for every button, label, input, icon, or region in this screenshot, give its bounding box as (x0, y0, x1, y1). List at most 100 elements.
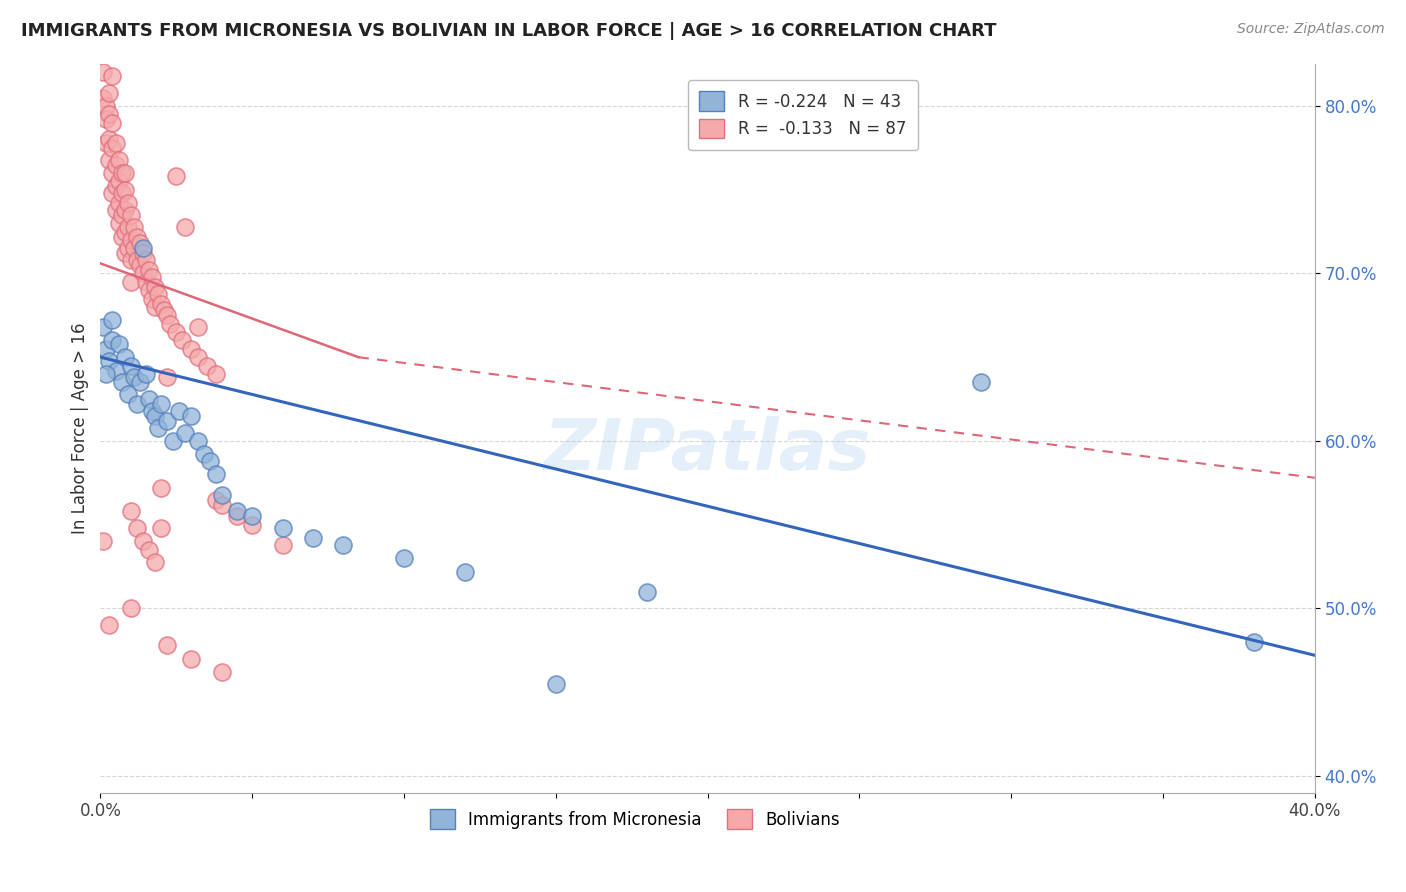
Point (110, 166, 132, 180)
Point (180, 342, 202, 356)
Point (162, 434, 184, 448)
Point (107, 216, 129, 230)
Point (204, 367, 226, 381)
Point (150, 397, 173, 411)
Point (120, 275, 142, 289)
Point (180, 651, 202, 665)
Point (240, 517, 263, 532)
Point (159, 317, 181, 331)
Point (96, 367, 118, 381)
Point (165, 325, 187, 339)
Point (174, 425, 197, 440)
Point (101, 334, 124, 348)
Point (138, 542, 160, 557)
Point (110, 186, 132, 200)
Point (110, 376, 132, 390)
Point (186, 320, 208, 334)
Point (117, 196, 139, 211)
Point (120, 601, 142, 615)
Point (135, 253, 157, 268)
Point (114, 202, 136, 217)
Point (114, 225, 136, 239)
Point (544, 677, 567, 691)
Point (392, 551, 415, 566)
Point (120, 233, 142, 247)
Point (104, 202, 127, 217)
Point (96, 112, 118, 127)
Y-axis label: In Labor Force | Age > 16: In Labor Force | Age > 16 (72, 323, 89, 534)
Point (211, 498, 233, 512)
Point (132, 267, 155, 281)
Point (169, 404, 191, 418)
Point (98, 86, 121, 100)
Point (174, 219, 197, 234)
Point (204, 467, 226, 482)
Point (93, 534, 115, 549)
Point (226, 509, 249, 524)
Point (138, 392, 160, 406)
Point (107, 196, 129, 211)
Point (110, 229, 132, 244)
Point (101, 116, 124, 130)
Point (180, 409, 202, 423)
Point (141, 269, 163, 284)
Point (117, 219, 139, 234)
Point (211, 665, 233, 679)
Point (141, 292, 163, 306)
Point (135, 275, 157, 289)
Point (302, 531, 325, 545)
Point (122, 370, 145, 384)
Point (98, 618, 121, 632)
Point (198, 454, 221, 468)
Point (226, 504, 249, 518)
Point (101, 166, 124, 180)
Point (150, 481, 173, 495)
Point (93, 90, 115, 104)
Point (165, 169, 187, 184)
Point (125, 397, 148, 411)
Point (141, 404, 163, 418)
Legend: Immigrants from Micronesia, Bolivians: Immigrants from Micronesia, Bolivians (423, 803, 846, 835)
Point (96, 136, 118, 150)
Point (120, 208, 142, 222)
Point (636, 584, 658, 599)
Point (156, 638, 179, 652)
Point (143, 409, 166, 423)
Point (104, 136, 127, 150)
Point (98, 132, 121, 146)
Point (156, 370, 179, 384)
Point (211, 487, 233, 501)
Point (93, 320, 115, 334)
Point (107, 174, 129, 188)
Point (240, 509, 263, 524)
Point (195, 359, 218, 373)
Point (146, 286, 169, 301)
Point (122, 241, 145, 255)
Point (186, 350, 208, 364)
Point (125, 521, 148, 535)
Point (150, 296, 173, 310)
Point (104, 157, 127, 171)
Point (172, 334, 194, 348)
Point (1243, 635, 1265, 649)
Point (132, 534, 155, 549)
Point (98, 107, 121, 121)
Point (143, 280, 166, 294)
Point (110, 208, 132, 222)
Point (96, 342, 118, 356)
Point (114, 166, 136, 180)
Point (146, 420, 169, 434)
Point (107, 153, 129, 167)
Point (101, 186, 124, 200)
Point (150, 521, 173, 535)
Point (135, 367, 157, 381)
Point (104, 179, 127, 194)
Point (104, 363, 127, 377)
Point (98, 153, 121, 167)
Point (98, 353, 121, 368)
Text: ZIPatlas: ZIPatlas (544, 416, 872, 484)
Point (101, 69, 124, 83)
Point (454, 565, 477, 579)
Point (970, 376, 993, 390)
Point (128, 258, 150, 272)
